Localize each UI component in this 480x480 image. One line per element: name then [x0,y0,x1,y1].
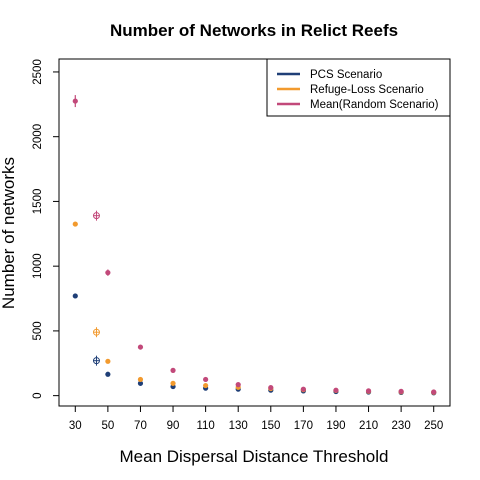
data-point [203,376,209,383]
x-tick-label: 90 [167,420,180,432]
y-tick-label: 2000 [32,124,44,150]
y-axis: 0 500 1000 1500 2000 2500 [32,59,59,399]
data-point [72,98,78,104]
data-point [365,388,372,394]
data-point [72,221,78,227]
x-tick-label: 150 [261,420,280,432]
chart-title: Number of Networks in Relict Reefs [110,21,398,40]
data-point [300,386,306,392]
data-point [105,358,111,364]
data-point [137,380,144,386]
series-2 [72,221,437,395]
x-tick-label: 230 [392,420,411,432]
legend-label: PCS Scenario [310,69,382,81]
data-point [137,344,144,350]
legend: PCS Scenario Refuge-Loss Scenario Mean(Ran… [266,58,451,117]
x-tick-label: 30 [69,420,82,432]
data-point [137,376,144,383]
x-tick-label: 190 [326,420,345,432]
x-tick-label: 70 [134,420,147,432]
series-3 [72,95,437,395]
x-tick-label: 130 [229,420,248,432]
data-point [72,293,78,299]
y-tick-label: 1500 [32,189,44,215]
legend-label: Refuge-Loss Scenario [310,84,424,96]
data-point [105,371,111,377]
x-tick-label: 170 [294,420,313,432]
legend-label: Mean(Random Scenario) [310,99,439,111]
data-point [170,367,176,373]
data-marks [72,95,437,396]
data-point [105,270,111,276]
y-tick-label: 500 [32,321,44,340]
series-1 [72,293,437,396]
x-axis-title: Mean Dispersal Distance Threshold [120,447,389,466]
data-point [235,382,241,388]
x-tick-label: 110 [196,420,214,432]
data-point [268,385,274,391]
data-point [333,387,339,393]
data-point [203,382,209,389]
data-point [170,380,176,386]
y-tick-label: 2500 [32,59,44,85]
y-axis-title: Number of networks [0,157,18,309]
plot-frame [58,58,451,407]
data-point [398,388,404,394]
y-tick-label: 0 [32,392,44,398]
x-axis: 30 50 70 90 110 130 150 170 190 210 230 250 [69,406,443,432]
x-tick-label: 210 [359,420,378,432]
y-tick-label: 1000 [32,253,44,279]
x-tick-label: 50 [101,420,114,432]
data-point [431,389,437,395]
legend-box [266,58,451,117]
x-tick-label: 250 [424,420,443,432]
